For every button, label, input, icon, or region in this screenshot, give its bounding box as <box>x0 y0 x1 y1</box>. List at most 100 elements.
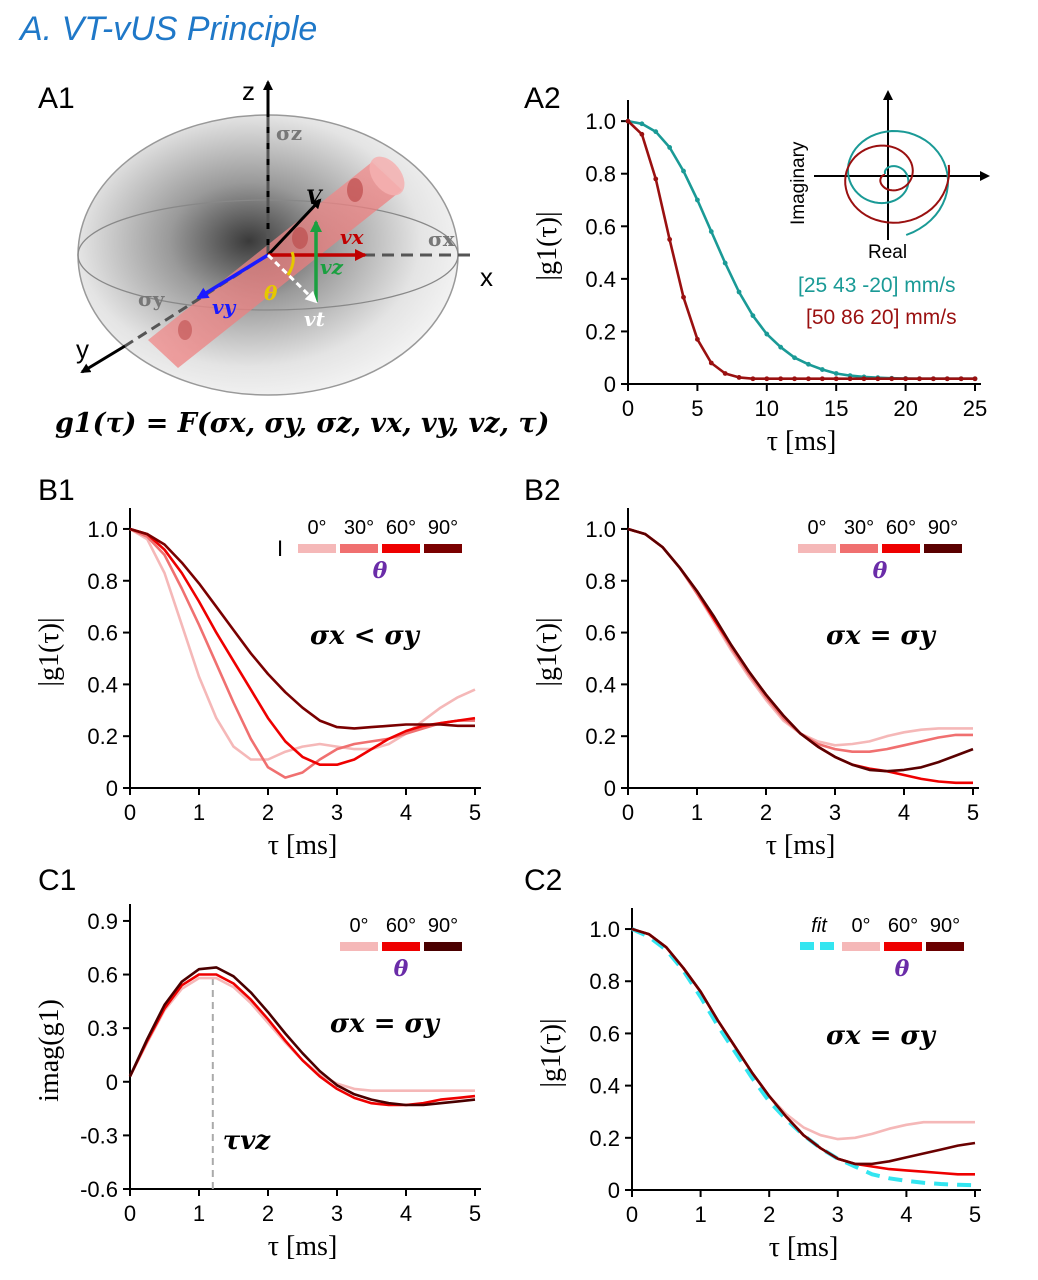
legend-swatch-4 <box>926 942 964 951</box>
x-axis-title: τ [ms] <box>767 426 837 457</box>
data-point <box>903 376 908 382</box>
chart-a2: A2 0 5 10 15 20 25 0 0.2 0.4 0.6 0.8 1.0 τ [ms] |g1(τ)… <box>524 82 990 457</box>
x-tick-label: 20 <box>893 396 917 421</box>
series-line-4 <box>129 527 475 730</box>
x-axis-title: τ [ms] <box>268 830 338 861</box>
section-title: A. VT-vUS Principle <box>18 10 317 48</box>
x-axis-title: τ [ms] <box>769 1232 839 1263</box>
data-point <box>750 376 756 382</box>
x-tick-label: 4 <box>400 1201 412 1226</box>
data-point <box>764 376 770 382</box>
x-tick-label: 3 <box>331 1201 343 1226</box>
data-point <box>750 313 756 319</box>
panel-label-c1: C1 <box>38 864 76 897</box>
series-line-3 <box>129 527 476 767</box>
series-line-2 <box>129 527 475 779</box>
data-point <box>695 336 700 342</box>
vessel-end-cap <box>369 156 405 196</box>
velocity-vector <box>266 198 322 257</box>
inset-imag-label: Imaginary <box>788 141 809 225</box>
y-axis-title: |g1(τ)| <box>536 1018 567 1087</box>
inset-real-label: Real <box>868 242 907 263</box>
y-tick-label: 0.9 <box>87 909 118 934</box>
y-tick-label: 0.8 <box>589 969 620 994</box>
x-tick-label: 3 <box>829 800 841 825</box>
legend-label-1: 0° <box>307 517 326 539</box>
inset-spiral-red <box>844 144 951 224</box>
series-line-3 <box>128 966 476 1107</box>
legend-title-theta: θ <box>895 956 910 982</box>
data-point <box>819 367 825 372</box>
blood-cell-1 <box>347 178 363 202</box>
a1-formula: g1(τ) = F(σx, σy, σz, vx, vy, vz, τ) <box>55 408 549 439</box>
legend-marker: I <box>277 536 283 561</box>
chart-c2: C2 0 1 2 3 4 5 0 0.2 0.4 0.6 0.8 1.0 τ [ms] |g1(τ)| σx … <box>524 864 981 1263</box>
data-point <box>972 376 978 382</box>
x-axis-title: τ [ms] <box>268 1231 338 1262</box>
y-tick-label: 0.6 <box>87 621 118 646</box>
legend-swatch-4 <box>424 544 462 553</box>
series-line-4 <box>631 927 976 1166</box>
data-point <box>695 197 700 203</box>
data-point <box>778 344 784 350</box>
legend-swatch-3 <box>424 942 462 951</box>
x-tick-label: 2 <box>763 1202 775 1227</box>
data-point <box>667 145 673 150</box>
y-tick-label: 1.0 <box>585 517 616 542</box>
y-tick-label: 0.4 <box>585 267 616 292</box>
data-point <box>681 168 686 174</box>
data-point <box>861 376 867 382</box>
axis-x-label: x <box>480 262 493 292</box>
y-tick-label: 0.8 <box>585 162 616 187</box>
data-point <box>944 376 950 382</box>
inset-spiral-teal <box>846 129 950 236</box>
y-tick-label: 0.3 <box>87 1016 118 1041</box>
data-point <box>819 376 825 382</box>
chart-b1: B1 0 1 2 3 4 5 0 0.2 0.4 0.6 0.8 1.0 τ [ms] |g1(τ)| σx … <box>34 474 481 861</box>
data-point <box>917 376 922 382</box>
y-tick-label: 0.6 <box>87 963 118 988</box>
y-tick-label: 0 <box>608 1178 620 1203</box>
x-tick-label: 5 <box>967 800 979 825</box>
legend-label-4: 90° <box>928 517 958 539</box>
panel-label-b2: B2 <box>524 474 561 507</box>
y-tick-label: 1.0 <box>589 917 620 942</box>
x-tick-label: 15 <box>824 396 848 421</box>
x-tick-label: 4 <box>900 1202 912 1227</box>
x-tick-label: 0 <box>124 1201 136 1226</box>
legend-entry-1: [25 43 -20] mm/s <box>798 274 956 297</box>
legend-label-2: 60° <box>386 915 416 937</box>
data-point <box>792 355 797 361</box>
y-axis-arrow <box>80 344 126 374</box>
legend-label-2: 30° <box>844 517 874 539</box>
x-tick-label: 3 <box>331 800 343 825</box>
x-tick-label: 3 <box>832 1202 844 1227</box>
legend-label-1: fit <box>811 915 828 937</box>
data-point <box>736 289 742 295</box>
data-point <box>792 376 797 382</box>
blood-cell-2 <box>292 227 308 249</box>
legend-label-2: 0° <box>851 915 870 937</box>
vz-label: vz <box>320 255 344 279</box>
x-tick-label: 5 <box>969 1202 981 1227</box>
vy-label: vy <box>212 295 237 319</box>
x-tick-label: 1 <box>694 1202 706 1227</box>
y-tick-label: -0.6 <box>80 1177 118 1202</box>
vt-label: vt <box>304 307 326 331</box>
x-tick-label: 2 <box>262 1201 274 1226</box>
x-tick-label: 4 <box>898 800 910 825</box>
y-tick-label: 0.6 <box>585 214 616 239</box>
vx-label: vx <box>340 225 365 249</box>
legend-label-3: 60° <box>886 517 916 539</box>
legend-entry-2: [50 86 20] mm/s <box>806 306 957 329</box>
data-point <box>625 118 631 124</box>
x-tick-label: 0 <box>124 800 136 825</box>
panel-label-a2: A2 <box>524 82 561 115</box>
annotation-label: τvz <box>223 1126 272 1156</box>
x-tick-label: 1 <box>193 800 205 825</box>
legend-label-3: 90° <box>428 915 458 937</box>
series-line-4 <box>627 527 974 773</box>
legend-label-4: 90° <box>428 517 458 539</box>
data-point <box>847 376 853 382</box>
